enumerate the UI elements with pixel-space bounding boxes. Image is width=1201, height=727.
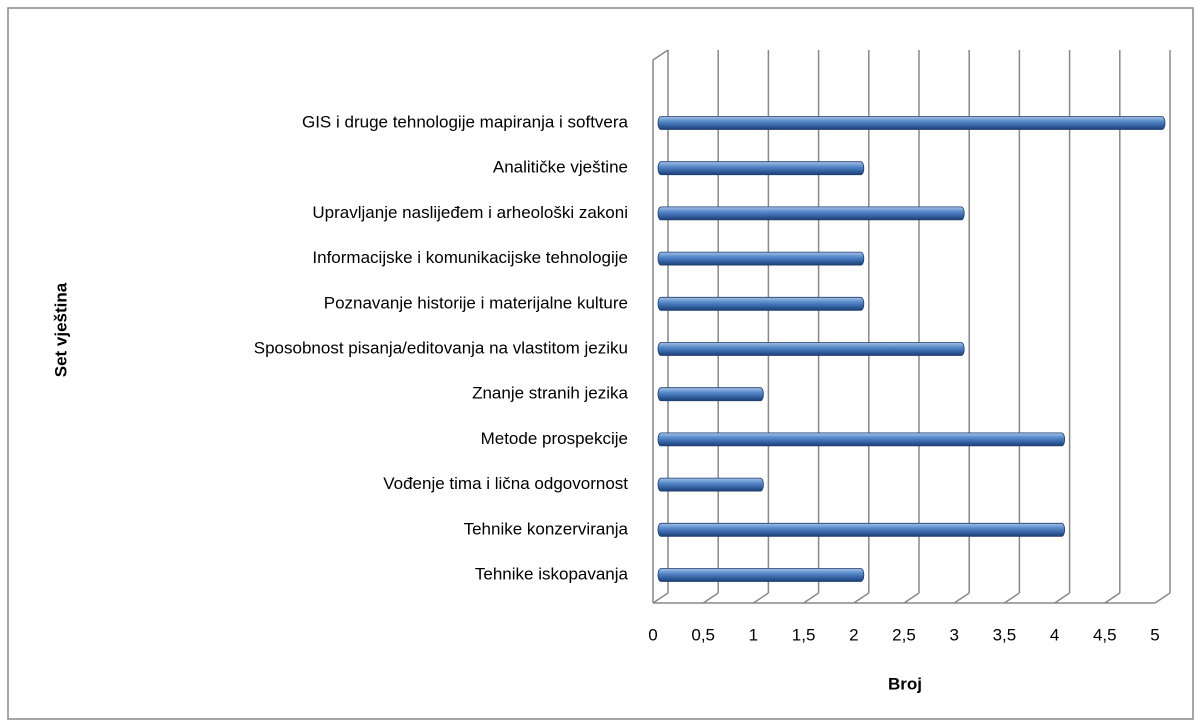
x-tick-label: 1,5	[792, 625, 816, 644]
bar	[657, 522, 1066, 537]
grid-floor-line	[1104, 592, 1121, 604]
y-axis-title: Set vještina	[51, 282, 70, 377]
x-tick-label: 0	[648, 625, 657, 644]
y-tick-label: Tehnike iskopavanja	[475, 564, 629, 583]
y-tick-label: Metode prospekcije	[481, 429, 628, 448]
grid-floor-line	[953, 592, 970, 604]
x-tick-label: 1	[749, 625, 758, 644]
x-axis-title: Broj	[888, 674, 922, 693]
x-tick-label: 4,5	[1093, 625, 1117, 644]
grid-floor-line	[903, 592, 920, 604]
bar	[657, 342, 965, 356]
y-tick-label: GIS i druge tehnologije mapiranja i soft…	[302, 112, 629, 131]
y-tick-label: Informacijske i komunikacijske tehnologi…	[312, 248, 628, 267]
bar	[657, 432, 1066, 447]
bar	[657, 251, 865, 266]
y-tick-label: Znanje stranih jezika	[472, 384, 628, 403]
bar	[657, 477, 764, 492]
x-tick-label: 4	[1050, 625, 1059, 644]
x-tick-label: 2,5	[892, 625, 916, 644]
y-tick-label: Tehnike konzerviranja	[464, 519, 629, 538]
grid-floor-line	[1054, 592, 1071, 604]
y-tick-label: Analitičke vještine	[493, 158, 628, 177]
x-tick-label: 3,5	[993, 625, 1017, 644]
y-tick-label: Sposobnost pisanja/editovanja na vlastit…	[254, 338, 628, 357]
grid-floor-line	[803, 592, 820, 604]
grid-floor-line	[752, 592, 769, 604]
x-tick-label: 0,5	[691, 625, 715, 644]
bar	[657, 296, 865, 311]
grid-floor-line	[1154, 592, 1171, 604]
y-tick-label: Poznavanje historije i materijalne kultu…	[324, 293, 628, 312]
axis-wall	[652, 49, 669, 61]
y-tick-label: Vođenje tima i lična odgovornost	[383, 474, 628, 493]
grid-floor-line	[853, 592, 870, 604]
grid-floor-line	[652, 592, 669, 604]
x-tick-label: 2	[849, 625, 858, 644]
grid-floor-line	[702, 592, 719, 604]
y-tick-label: Upravljanje naslijeđem i arheološki zako…	[312, 203, 628, 222]
grid-floor-line	[1003, 592, 1020, 604]
x-tick-label: 5	[1150, 625, 1159, 644]
bar	[657, 387, 764, 402]
bar	[657, 161, 865, 176]
bar	[657, 568, 865, 582]
bar	[657, 206, 965, 221]
bar	[657, 116, 1166, 130]
x-tick-label: 3	[949, 625, 958, 644]
